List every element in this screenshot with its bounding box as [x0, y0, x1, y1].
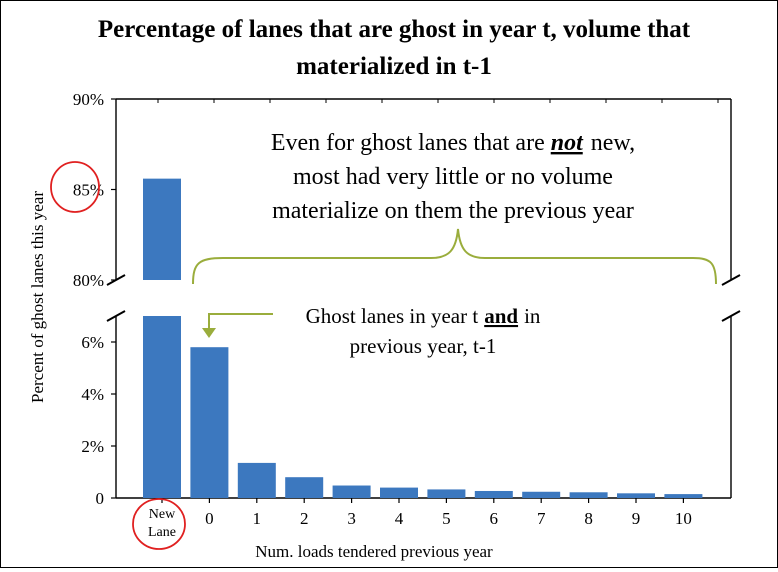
arrow-annotation-line2: previous year, t-1 — [350, 334, 497, 358]
break-mark-upper-right — [721, 274, 741, 286]
x-axis-label: Num. loads tendered previous year — [255, 542, 493, 561]
chart-title-line1: Percentage of lanes that are ghost in ye… — [98, 16, 691, 43]
x-tick-label: 8 — [584, 509, 593, 528]
x-tick-label: 1 — [253, 509, 262, 528]
x-tick-label: 7 — [537, 509, 546, 528]
ticks: 80% 85% 90% 0 2% 4% 6% New Lane 0 1 2 3 4 5 6 7 8 9 10 — [73, 90, 692, 540]
y-tick-label: 2% — [81, 437, 104, 456]
bar-1 — [237, 462, 276, 498]
bar-upper-new-lane — [143, 178, 181, 280]
break-mark-lower-left — [106, 310, 126, 322]
x-tick-label: 9 — [632, 509, 641, 528]
bar-0 — [190, 347, 229, 498]
chart-title-line2: materialized in t-1 — [296, 53, 492, 80]
bar-lower-new-lane — [143, 316, 181, 498]
x-tick-label: 6 — [490, 509, 499, 528]
y-tick-label: 0 — [96, 489, 105, 508]
y-tick-label: 4% — [81, 385, 104, 404]
x-tick-label: 4 — [395, 509, 404, 528]
x-tick-label: 10 — [675, 509, 692, 528]
bar-5 — [427, 489, 466, 498]
y-tick-label: 85% — [73, 181, 104, 200]
highlight-circle-85 — [50, 161, 100, 213]
x-tick-label: New Lane — [148, 507, 176, 540]
bar-9 — [617, 493, 655, 498]
brace-annotation-line1: Even for ghost lanes that are not new, — [271, 130, 635, 156]
brace-annotation-line2: most had very little or no volume — [293, 164, 613, 190]
y-tick-label: 90% — [73, 90, 104, 109]
bar-6 — [474, 490, 513, 498]
break-mark-lower-right — [721, 310, 741, 322]
x-tick-label: 5 — [442, 509, 451, 528]
bars — [143, 178, 703, 498]
x-tick-label: 2 — [300, 509, 309, 528]
bar-2 — [285, 477, 324, 498]
curly-brace — [192, 228, 717, 285]
bar-10 — [664, 494, 703, 498]
brace-annotation-line3: materialize on them the previous year — [272, 198, 634, 224]
y-tick-label: 80% — [73, 271, 104, 290]
bar-8 — [569, 492, 608, 498]
bar-7 — [522, 491, 561, 498]
highlight-circle-new-lane — [132, 498, 186, 550]
arrow-annotation-line1: Ghost lanes in year t and in — [306, 304, 541, 328]
arrow-head — [202, 328, 216, 338]
y-axis-label: Percent of ghost lanes this year — [28, 191, 47, 403]
bar-3 — [332, 485, 371, 498]
bar-4 — [380, 487, 418, 498]
arrow-line — [208, 313, 273, 329]
x-tick-label: 3 — [347, 509, 356, 528]
x-tick-label: 0 — [205, 509, 214, 528]
y-tick-label: 6% — [81, 333, 104, 352]
